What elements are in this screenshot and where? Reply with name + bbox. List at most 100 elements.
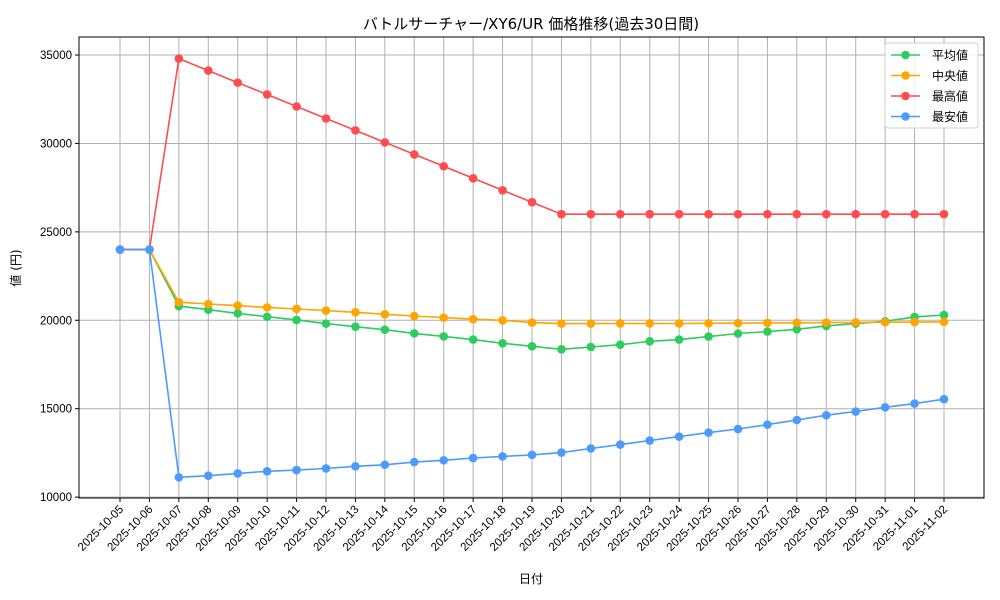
data-point (880, 402, 890, 412)
y-tick-label: 35000 (40, 50, 72, 62)
data-point (380, 460, 390, 470)
legend-marker (901, 112, 910, 121)
data-point (733, 209, 743, 219)
data-point (733, 424, 743, 434)
data-point (527, 450, 537, 460)
y-axis-label: 値 (円) (8, 249, 23, 286)
data-point (586, 209, 596, 219)
data-point (203, 471, 213, 481)
y-tick-label: 25000 (40, 227, 72, 239)
data-point (292, 465, 301, 475)
chart-title: バトルサーチャー/XY6/UR 価格推移(過去30日間) (363, 15, 699, 33)
data-point (351, 308, 360, 317)
data-point (203, 299, 213, 309)
data-point (468, 314, 478, 324)
data-point (615, 209, 625, 219)
data-point (586, 342, 596, 352)
data-point (351, 462, 360, 471)
data-point (645, 209, 655, 219)
data-point (203, 66, 213, 75)
data-point (468, 453, 478, 463)
data-point (851, 407, 861, 416)
data-point (880, 209, 890, 219)
data-point (557, 319, 566, 328)
data-series (115, 54, 949, 482)
data-point (498, 338, 507, 348)
data-point (586, 319, 596, 328)
data-point (557, 344, 566, 354)
data-point (380, 309, 390, 319)
data-point (233, 301, 243, 310)
data-point (586, 444, 596, 453)
data-point (351, 322, 360, 331)
data-point (468, 173, 478, 183)
data-point (174, 473, 184, 482)
data-point (763, 327, 772, 336)
data-point (704, 318, 713, 328)
data-point (674, 335, 684, 344)
data-point (939, 209, 949, 219)
data-point (704, 428, 713, 437)
data-point (409, 150, 419, 159)
data-point (321, 306, 331, 315)
data-point (557, 448, 566, 457)
legend-label: 平均値 (932, 48, 968, 63)
y-tick-label: 30000 (40, 138, 72, 150)
data-point (939, 394, 949, 404)
data-point (262, 312, 272, 322)
data-point (704, 332, 713, 341)
data-point (498, 452, 507, 461)
data-point (615, 340, 625, 349)
data-point (557, 209, 566, 219)
data-point (439, 456, 449, 465)
data-point (527, 341, 537, 351)
data-point (527, 197, 537, 207)
data-point (409, 311, 419, 321)
data-point (939, 317, 949, 327)
data-point (792, 209, 802, 219)
data-point (763, 209, 772, 219)
data-point (821, 318, 831, 327)
data-point (498, 186, 507, 195)
data-point (645, 436, 655, 445)
data-point (174, 297, 184, 307)
data-point (615, 319, 625, 328)
data-point (321, 114, 331, 123)
legend-marker (901, 71, 910, 80)
data-point (439, 332, 449, 341)
data-point (233, 78, 243, 87)
grid-lines (79, 37, 984, 498)
y-tick-label: 10000 (40, 492, 72, 504)
data-point (439, 313, 449, 322)
legend-label: 最高値 (932, 89, 968, 104)
data-point (292, 315, 301, 325)
data-point (733, 318, 743, 328)
data-point (262, 466, 272, 476)
data-point (674, 319, 684, 328)
data-point (763, 318, 772, 328)
legend-marker (901, 91, 910, 101)
data-point (910, 399, 919, 408)
data-point (233, 469, 243, 478)
data-point (615, 440, 625, 449)
x-axis-ticks: 2025-10-052025-10-062025-10-072025-10-08… (76, 498, 950, 554)
data-point (292, 102, 301, 111)
data-point (233, 309, 243, 318)
data-point (851, 209, 861, 219)
data-point (498, 315, 507, 325)
data-point (527, 318, 537, 327)
data-point (468, 335, 478, 344)
data-point (792, 325, 802, 334)
data-point (115, 245, 125, 254)
legend-label: 最安値 (932, 109, 968, 124)
data-point (910, 317, 919, 327)
data-point (645, 319, 655, 328)
data-point (380, 138, 390, 147)
data-point (939, 310, 949, 320)
data-point (262, 90, 272, 99)
data-point (145, 245, 154, 254)
data-point (792, 415, 802, 425)
data-point (763, 420, 772, 429)
data-point (409, 329, 419, 338)
legend-marker (901, 50, 910, 60)
